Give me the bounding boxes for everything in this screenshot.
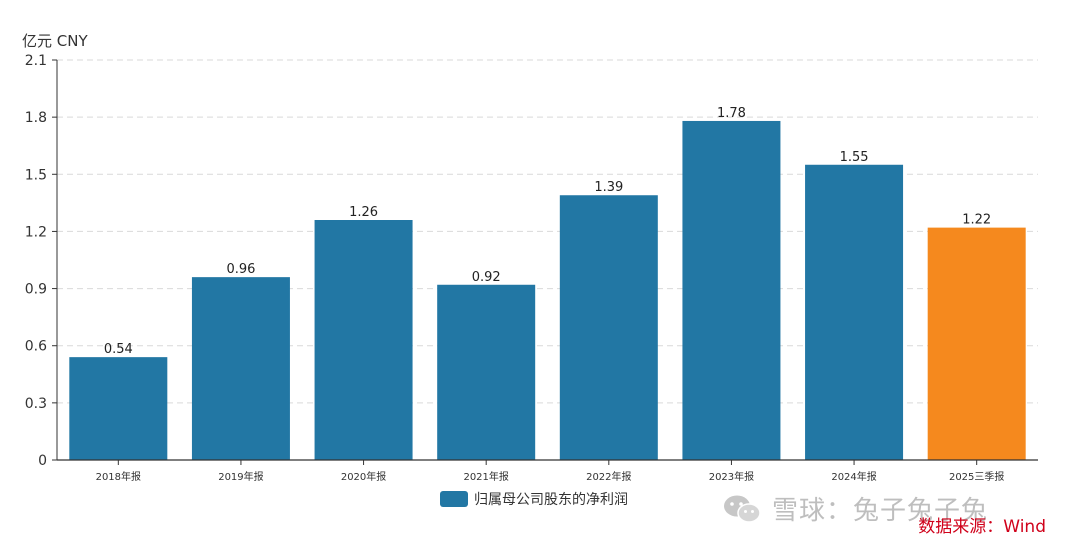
bar bbox=[682, 120, 781, 460]
x-tick-label: 2022年报 bbox=[586, 470, 631, 483]
bar-value-label: 1.39 bbox=[594, 180, 623, 195]
x-tick-label: 2018年报 bbox=[96, 470, 141, 483]
bar bbox=[437, 284, 536, 460]
legend-swatch bbox=[440, 491, 468, 507]
y-tick-label: 1.8 bbox=[25, 110, 47, 126]
y-tick-label: 0 bbox=[38, 453, 47, 469]
bar bbox=[314, 220, 413, 460]
bar-value-label: 1.22 bbox=[962, 213, 991, 228]
bar bbox=[191, 277, 290, 460]
bar-value-label: 1.55 bbox=[840, 150, 869, 165]
bar bbox=[927, 227, 1026, 460]
y-tick-label: 2.1 bbox=[25, 53, 47, 69]
bar-value-label: 0.54 bbox=[104, 342, 133, 357]
watermark: 雪球：兔子兔子兔 bbox=[722, 490, 988, 527]
y-tick-label: 1.5 bbox=[25, 167, 47, 183]
x-tick-label: 2024年报 bbox=[831, 470, 876, 483]
bar-value-label: 0.92 bbox=[472, 270, 501, 285]
bar-value-label: 0.96 bbox=[226, 262, 255, 277]
bar-value-label: 1.78 bbox=[717, 106, 746, 121]
x-tick-label: 2019年报 bbox=[218, 470, 263, 483]
chart-legend[interactable]: 归属母公司股东的净利润 bbox=[440, 489, 628, 509]
wechat-icon bbox=[724, 495, 761, 523]
bar bbox=[805, 164, 904, 460]
x-tick-label: 2021年报 bbox=[463, 470, 508, 483]
x-tick-label: 2020年报 bbox=[341, 470, 386, 483]
bar-value-label: 1.26 bbox=[349, 205, 378, 220]
y-tick-label: 0.3 bbox=[25, 396, 47, 412]
y-axis-unit-label: 亿元 CNY bbox=[22, 32, 88, 50]
y-tick-label: 1.2 bbox=[25, 224, 47, 240]
y-tick-label: 0.6 bbox=[25, 339, 47, 355]
bar bbox=[69, 357, 168, 460]
y-tick-label: 0.9 bbox=[25, 282, 47, 298]
bar bbox=[559, 195, 658, 460]
x-tick-label: 2025三季报 bbox=[949, 470, 1004, 483]
data-source-note: 数据来源：Wind bbox=[918, 517, 1046, 537]
legend-label: 归属母公司股东的净利润 bbox=[474, 492, 628, 508]
watermark-text: 雪球：兔子兔子兔 bbox=[772, 496, 989, 526]
x-tick-label: 2023年报 bbox=[709, 470, 754, 483]
